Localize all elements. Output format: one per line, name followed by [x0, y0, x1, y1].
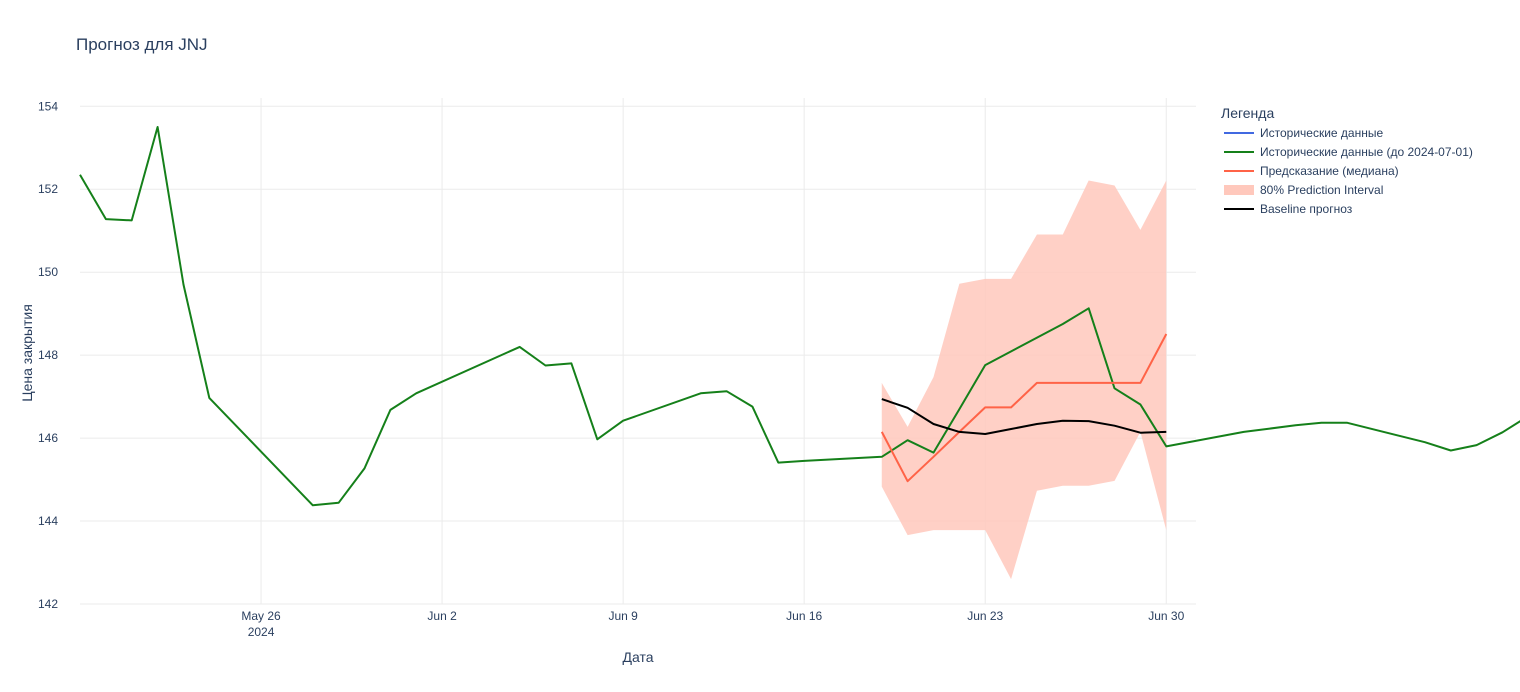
y-axis-ticks: 142 144 146 148 150 152 154: [38, 99, 58, 611]
legend-entry-label: Предсказание (медиана): [1260, 164, 1399, 178]
x-tick-label: Jun 30: [1148, 609, 1184, 623]
legend-title: Легенда: [1221, 105, 1274, 121]
x-tick-label: Jun 23: [967, 609, 1003, 623]
y-tick-label: 152: [38, 182, 58, 196]
x-tick-label: Jun 16: [786, 609, 822, 623]
x-tick-label: Jun 9: [608, 609, 638, 623]
series-layer: [79, 126, 1520, 507]
series-line-1: [880, 333, 1168, 483]
legend-entry-label: Исторические данные: [1260, 126, 1383, 140]
x-tick-sublabel: 2024: [248, 625, 275, 639]
y-tick-label: 144: [38, 514, 58, 528]
y-tick-label: 148: [38, 348, 58, 362]
x-tick-label: May 26: [241, 609, 281, 623]
legend: Легенда Исторические данные Исторические …: [1221, 105, 1473, 216]
legend-entry-label: Baseline прогноз: [1260, 202, 1353, 216]
y-tick-label: 142: [38, 597, 58, 611]
series-line-2: [881, 398, 1167, 435]
y-tick-label: 146: [38, 431, 58, 445]
x-tick-label: Jun 2: [427, 609, 457, 623]
legend-entry-label: 80% Prediction Interval: [1260, 183, 1383, 197]
prediction-interval-band: [881, 180, 1167, 580]
x-axis-title: Дата: [622, 649, 653, 665]
legend-entry-label: Исторические данные (до 2024-07-01): [1260, 145, 1473, 159]
y-tick-label: 154: [38, 99, 58, 113]
legend-swatch-band: [1224, 185, 1254, 195]
series-line-0: [79, 126, 1520, 507]
chart-title: Прогноз для JNJ: [76, 35, 208, 54]
y-axis-title: Цена закрытия: [19, 304, 35, 402]
band-layer: [881, 180, 1167, 580]
x-axis-ticks: May 26 2024 Jun 2 Jun 9 Jun 16 Jun 23 Jun 30: [241, 609, 1184, 639]
y-tick-label: 150: [38, 265, 58, 279]
